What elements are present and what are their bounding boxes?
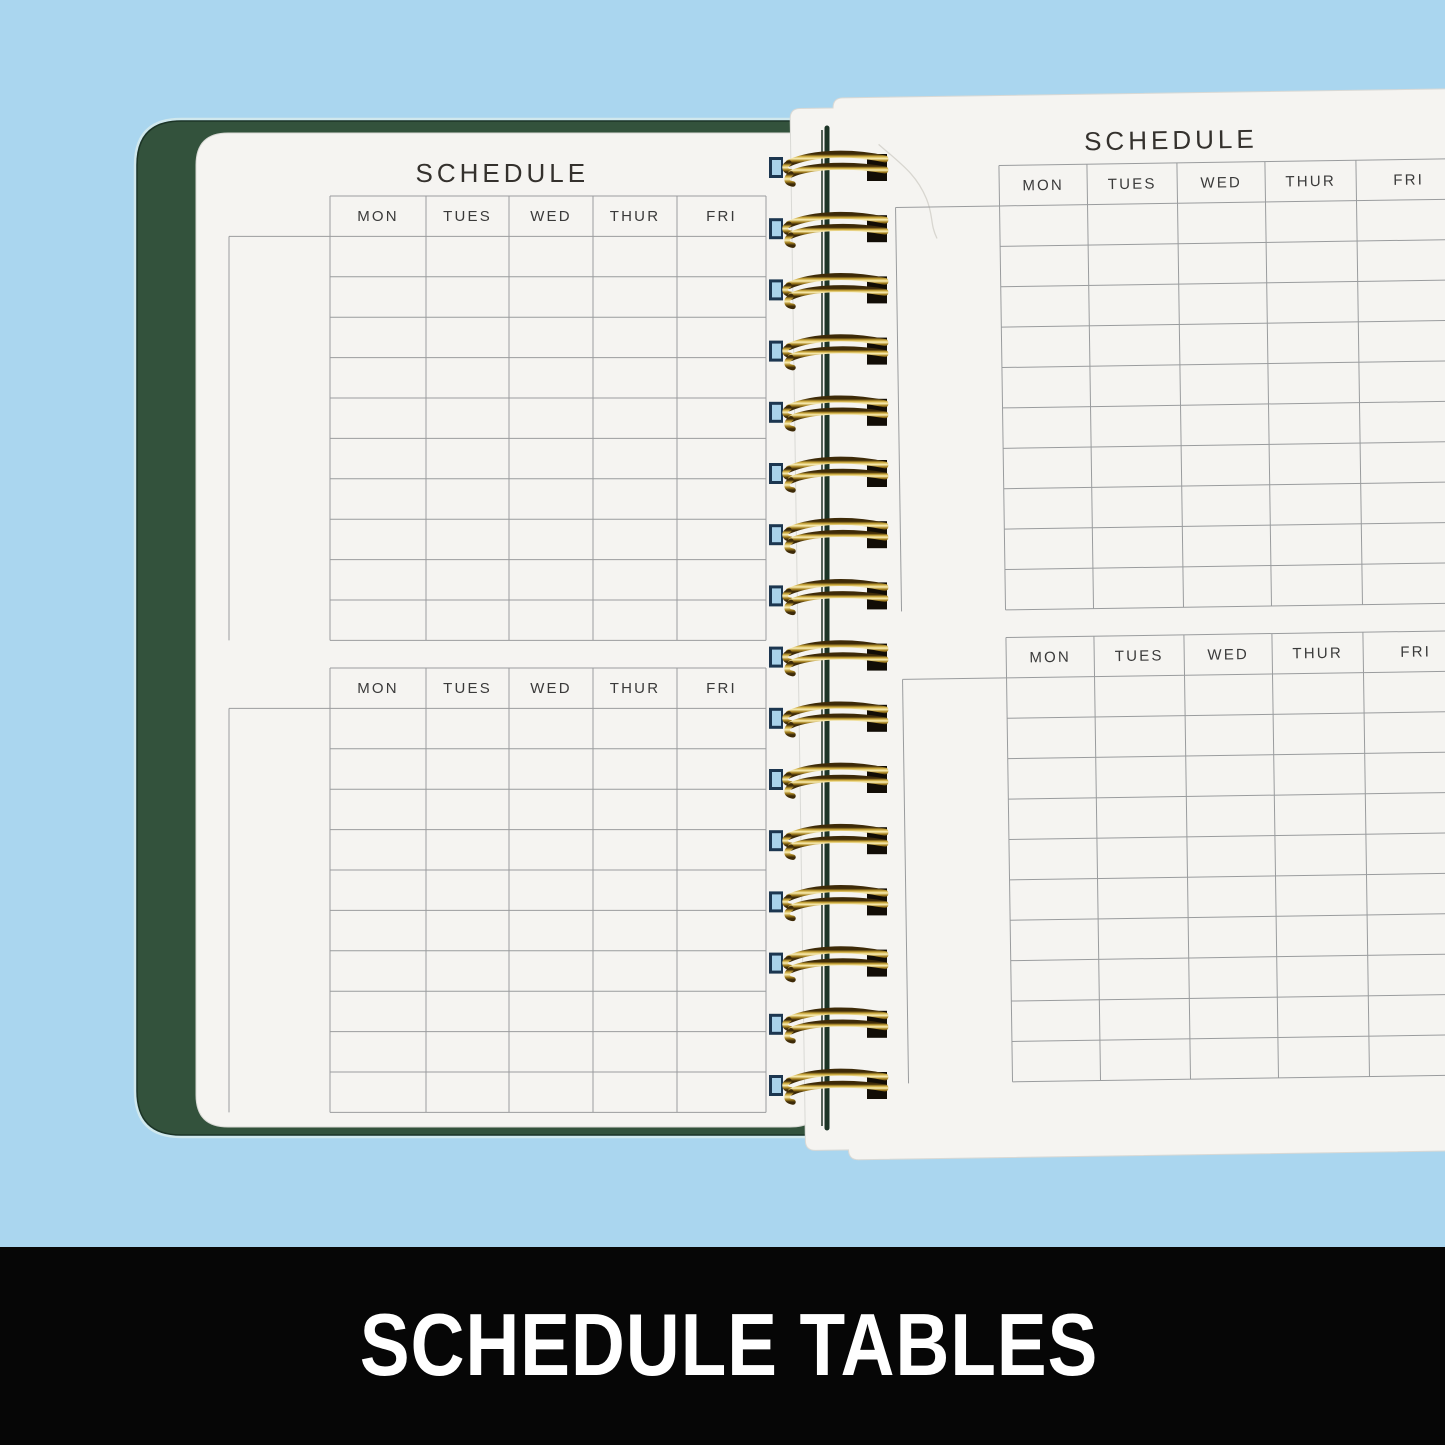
svg-text:MON: MON	[357, 680, 399, 697]
svg-text:FRI: FRI	[1393, 171, 1424, 188]
svg-text:TUES: TUES	[1115, 647, 1164, 665]
svg-text:SCHEDULE: SCHEDULE	[1084, 124, 1258, 157]
svg-text:THUR: THUR	[1285, 173, 1336, 191]
svg-text:MON: MON	[1029, 649, 1071, 667]
svg-text:THUR: THUR	[610, 680, 660, 697]
svg-text:FRI: FRI	[706, 680, 737, 697]
svg-text:SCHEDULE TABLES: SCHEDULE TABLES	[360, 1296, 1099, 1394]
svg-text:WED: WED	[530, 208, 572, 225]
svg-text:THUR: THUR	[610, 208, 660, 225]
svg-text:TUES: TUES	[443, 208, 492, 225]
svg-text:THUR: THUR	[1292, 645, 1343, 663]
svg-text:FRI: FRI	[1400, 643, 1431, 660]
svg-text:SCHEDULE: SCHEDULE	[416, 158, 590, 188]
svg-text:TUES: TUES	[1108, 175, 1157, 193]
svg-text:WED: WED	[530, 680, 572, 697]
svg-text:TUES: TUES	[443, 680, 492, 697]
svg-text:WED: WED	[1207, 646, 1249, 664]
svg-text:WED: WED	[1200, 174, 1242, 192]
svg-text:MON: MON	[1022, 177, 1064, 195]
svg-text:MON: MON	[357, 208, 399, 225]
svg-text:FRI: FRI	[706, 208, 737, 225]
